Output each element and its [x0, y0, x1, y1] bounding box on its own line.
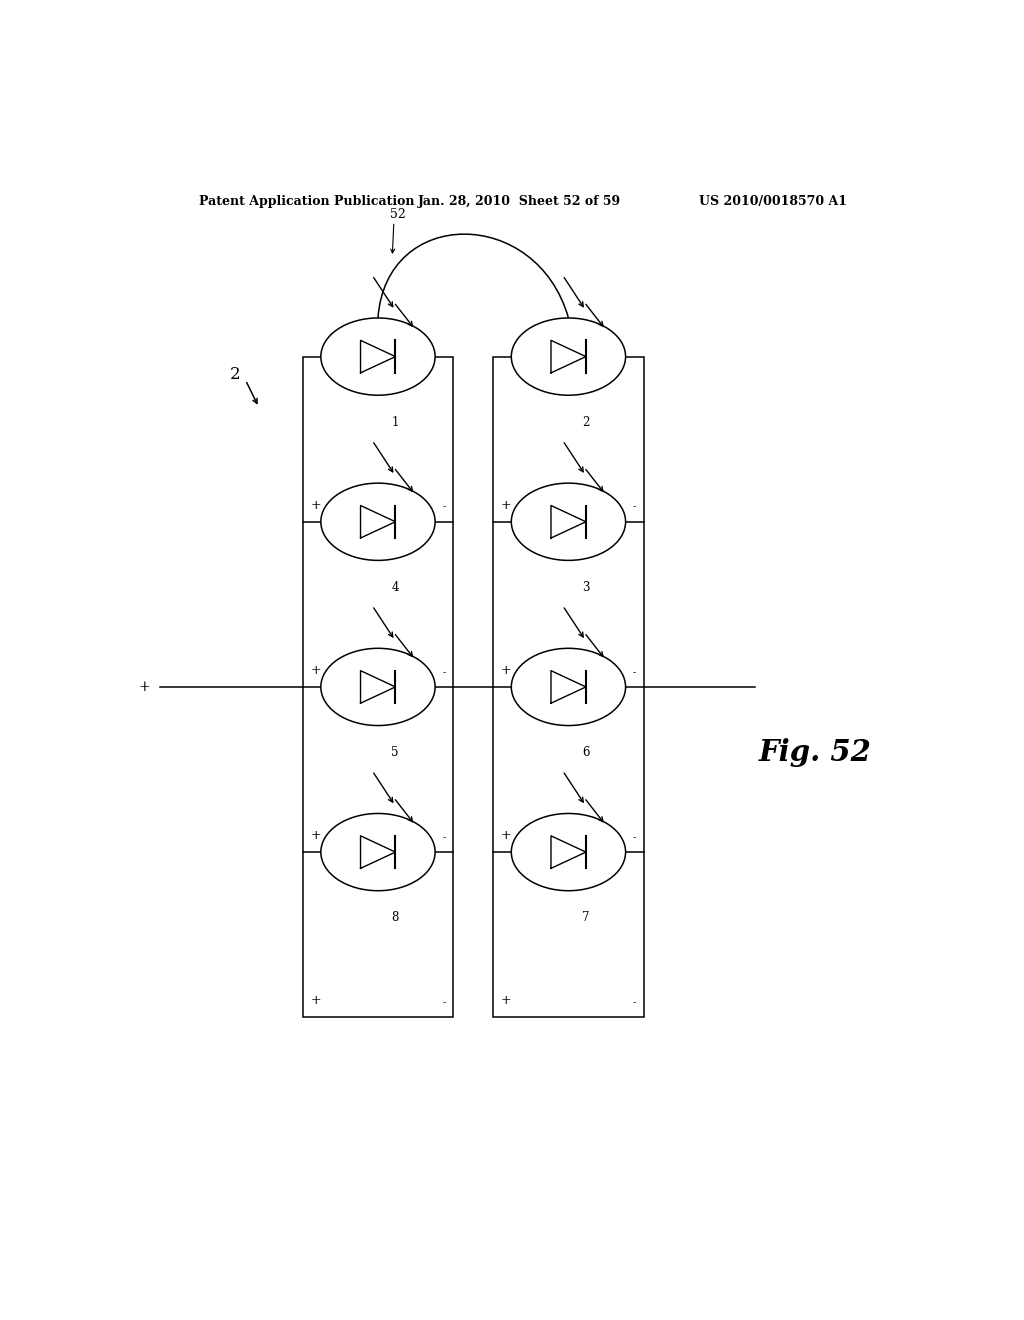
Text: +: +: [138, 680, 151, 694]
Text: +: +: [310, 664, 322, 677]
Text: 3: 3: [582, 581, 590, 594]
Text: +: +: [501, 994, 512, 1007]
Text: +: +: [501, 499, 512, 512]
Text: 7: 7: [582, 911, 590, 924]
Text: -: -: [442, 998, 445, 1007]
Ellipse shape: [321, 483, 435, 561]
Text: +: +: [501, 664, 512, 677]
Ellipse shape: [321, 813, 435, 891]
Text: 52: 52: [390, 209, 406, 222]
Text: -: -: [633, 503, 636, 512]
Ellipse shape: [321, 648, 435, 726]
Text: Patent Application Publication: Patent Application Publication: [200, 195, 415, 209]
Text: Fig. 52: Fig. 52: [759, 738, 871, 767]
Text: -: -: [442, 668, 445, 677]
Text: +: +: [310, 829, 322, 842]
Text: +: +: [310, 994, 322, 1007]
Bar: [494, 356, 644, 1018]
Text: -: -: [633, 668, 636, 677]
Text: 5: 5: [391, 746, 399, 759]
Ellipse shape: [321, 318, 435, 395]
Text: 2: 2: [582, 416, 589, 429]
Text: Jan. 28, 2010  Sheet 52 of 59: Jan. 28, 2010 Sheet 52 of 59: [418, 195, 621, 209]
Ellipse shape: [511, 813, 626, 891]
Text: -: -: [633, 833, 636, 842]
Ellipse shape: [511, 318, 626, 395]
Text: -: -: [633, 998, 636, 1007]
Ellipse shape: [511, 648, 626, 726]
Text: -: -: [442, 833, 445, 842]
Text: 8: 8: [391, 911, 398, 924]
Text: -: -: [442, 503, 445, 512]
Ellipse shape: [511, 483, 626, 561]
Text: US 2010/0018570 A1: US 2010/0018570 A1: [699, 195, 848, 209]
Bar: [303, 356, 454, 1018]
Text: 4: 4: [391, 581, 399, 594]
Text: 6: 6: [582, 746, 590, 759]
Text: 2: 2: [229, 367, 241, 383]
Text: +: +: [501, 829, 512, 842]
Text: 1: 1: [391, 416, 398, 429]
Text: +: +: [310, 499, 322, 512]
